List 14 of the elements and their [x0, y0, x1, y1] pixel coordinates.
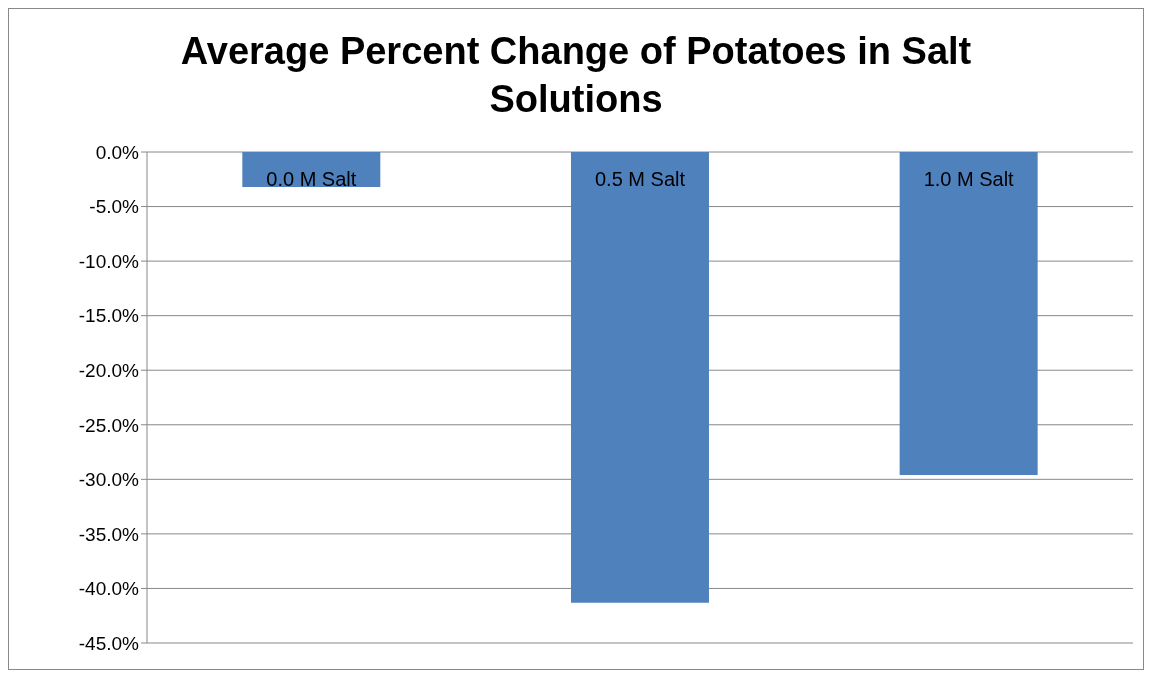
y-tick-label: -25.0% — [78, 414, 140, 436]
y-tick-label: -20.0% — [78, 359, 140, 381]
y-tick-label: -5.0% — [89, 196, 140, 218]
y-tick-label: -35.0% — [78, 523, 140, 545]
x-tick-label: 0.0 M Salt — [266, 168, 357, 190]
y-tick-label: -10.0% — [78, 250, 140, 272]
y-tick-label: -30.0% — [78, 469, 140, 491]
y-tick-label: -45.0% — [78, 632, 140, 654]
y-tick-label: 0.0% — [95, 141, 140, 163]
chart-title: Average Percent Change of Potatoes in Salt Solutions — [179, 29, 973, 122]
x-tick-label: 0.5 M Salt — [594, 168, 686, 190]
x-tick-label: 1.0 M Salt — [923, 168, 1015, 190]
y-tick-label: -15.0% — [78, 305, 140, 327]
y-tick-label: -40.0% — [78, 578, 140, 600]
